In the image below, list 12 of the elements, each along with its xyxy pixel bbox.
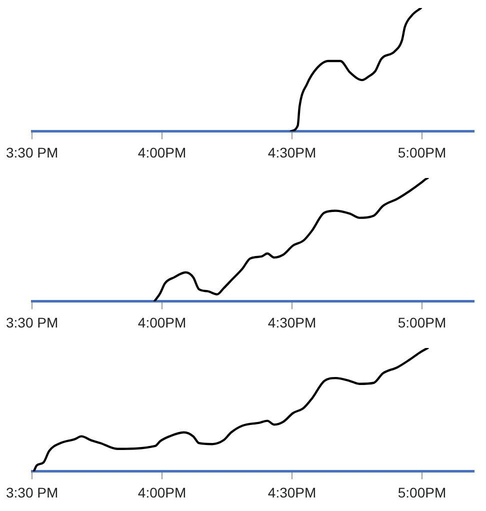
x-tick-label: 3:30 PM — [6, 484, 58, 500]
x-tick-label: 4:30PM — [268, 314, 316, 330]
x-tick-label: 5:00PM — [398, 484, 446, 500]
x-tick-label: 4:30PM — [268, 484, 316, 500]
x-tick-label: 5:00PM — [398, 314, 446, 330]
x-tick-label: 4:00PM — [138, 484, 186, 500]
x-tick-label: 4:00PM — [138, 144, 186, 160]
x-tick-label: 3:30 PM — [6, 144, 58, 160]
x-tick-label: 5:00PM — [398, 144, 446, 160]
x-tick-label: 4:00PM — [138, 314, 186, 330]
x-tick-label: 4:30PM — [268, 144, 316, 160]
x-tick-label: 3:30 PM — [6, 314, 58, 330]
